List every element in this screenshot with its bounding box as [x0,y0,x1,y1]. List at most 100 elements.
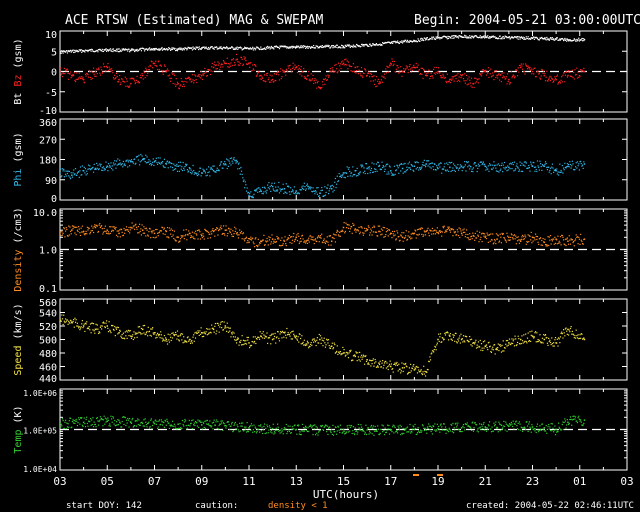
series-dot [410,40,412,42]
data-point-density [212,230,215,233]
series-dot [505,240,507,242]
series-dot [240,170,243,172]
data-point-bz [189,78,191,81]
series-dot [482,69,484,71]
series-dot [214,424,217,426]
series-dot [83,50,85,52]
series-dot [291,338,294,340]
series-dot [304,344,306,346]
series-dot [475,77,477,79]
series-dot [416,41,419,43]
series-dot [178,340,180,342]
series-dot [486,232,488,234]
series-dot [480,349,482,351]
series-dot [60,168,62,170]
series-dot [492,35,494,37]
series-dot [435,36,437,38]
series-dot [119,329,121,331]
series-dot [521,335,523,337]
series-dot [220,225,222,227]
series-dot [145,67,147,69]
series-dot [86,73,88,75]
series-dot [202,73,204,75]
series-dot [290,68,292,71]
series-dot [368,168,370,170]
data-point-phi [425,163,427,165]
series-dot [372,43,374,45]
series-dot [569,161,571,163]
series-dot [576,337,579,339]
series-dot [125,85,127,87]
series-dot [413,64,415,67]
series-dot [244,240,246,242]
series-dot [170,80,172,82]
series-dot [199,330,201,332]
series-dot [464,160,466,163]
series-dot [102,50,105,53]
data-point-phi [94,167,97,170]
series-dot [423,230,425,232]
series-dot [503,72,505,74]
series-dot [362,172,364,174]
series-dot [470,35,473,37]
series-dot [436,36,438,38]
series-dot [163,339,165,341]
series-dot [105,421,107,423]
series-dot [313,47,315,49]
series-dot [104,70,106,72]
series-dot [561,164,563,167]
series-dot [252,336,254,338]
series-dot [362,234,364,236]
series-dot [571,160,573,162]
series-dot [190,341,192,343]
series-dot [509,82,511,84]
series-dot [525,64,527,66]
data-point-speed [71,321,73,324]
series-dot [301,235,303,237]
y-tick-label: 520 [39,322,57,333]
series-dot [298,235,300,237]
series-dot [166,49,169,51]
series-dot [260,336,263,338]
series-dot [499,169,501,172]
series-dot [106,50,108,52]
series-dot [373,225,375,227]
series-dot [230,336,232,338]
series-dot [222,167,224,169]
series-dot [381,362,383,364]
series-dot [349,230,351,233]
series-dot [491,348,493,350]
data-point-density [141,229,144,231]
series-dot [193,340,195,342]
series-dot [119,74,121,77]
y-axis-label-part: (K) [13,405,24,429]
series-dot [227,63,230,65]
series-dot [479,339,481,342]
series-dot [369,166,371,168]
series-dot [459,36,461,38]
series-dot [119,421,121,423]
series-dot [327,76,330,78]
series-dot [530,340,532,342]
series-dot [390,363,392,365]
series-dot [431,233,433,235]
series-dot [374,231,376,233]
series-dot [267,342,269,344]
series-dot [365,75,368,77]
series-dot [107,163,110,165]
series-dot [89,329,91,331]
series-dot [164,48,166,51]
series-dot [434,229,436,231]
series-dot [217,324,220,326]
series-dot [112,72,114,74]
series-dot [237,47,240,49]
series-dot [80,326,82,328]
series-dot [454,164,456,167]
series-dot [503,37,506,39]
series-dot [239,46,241,48]
series-dot [497,37,499,39]
series-dot [89,165,91,167]
series-dot [323,195,325,197]
series-dot [442,168,445,170]
series-dot [381,233,383,235]
